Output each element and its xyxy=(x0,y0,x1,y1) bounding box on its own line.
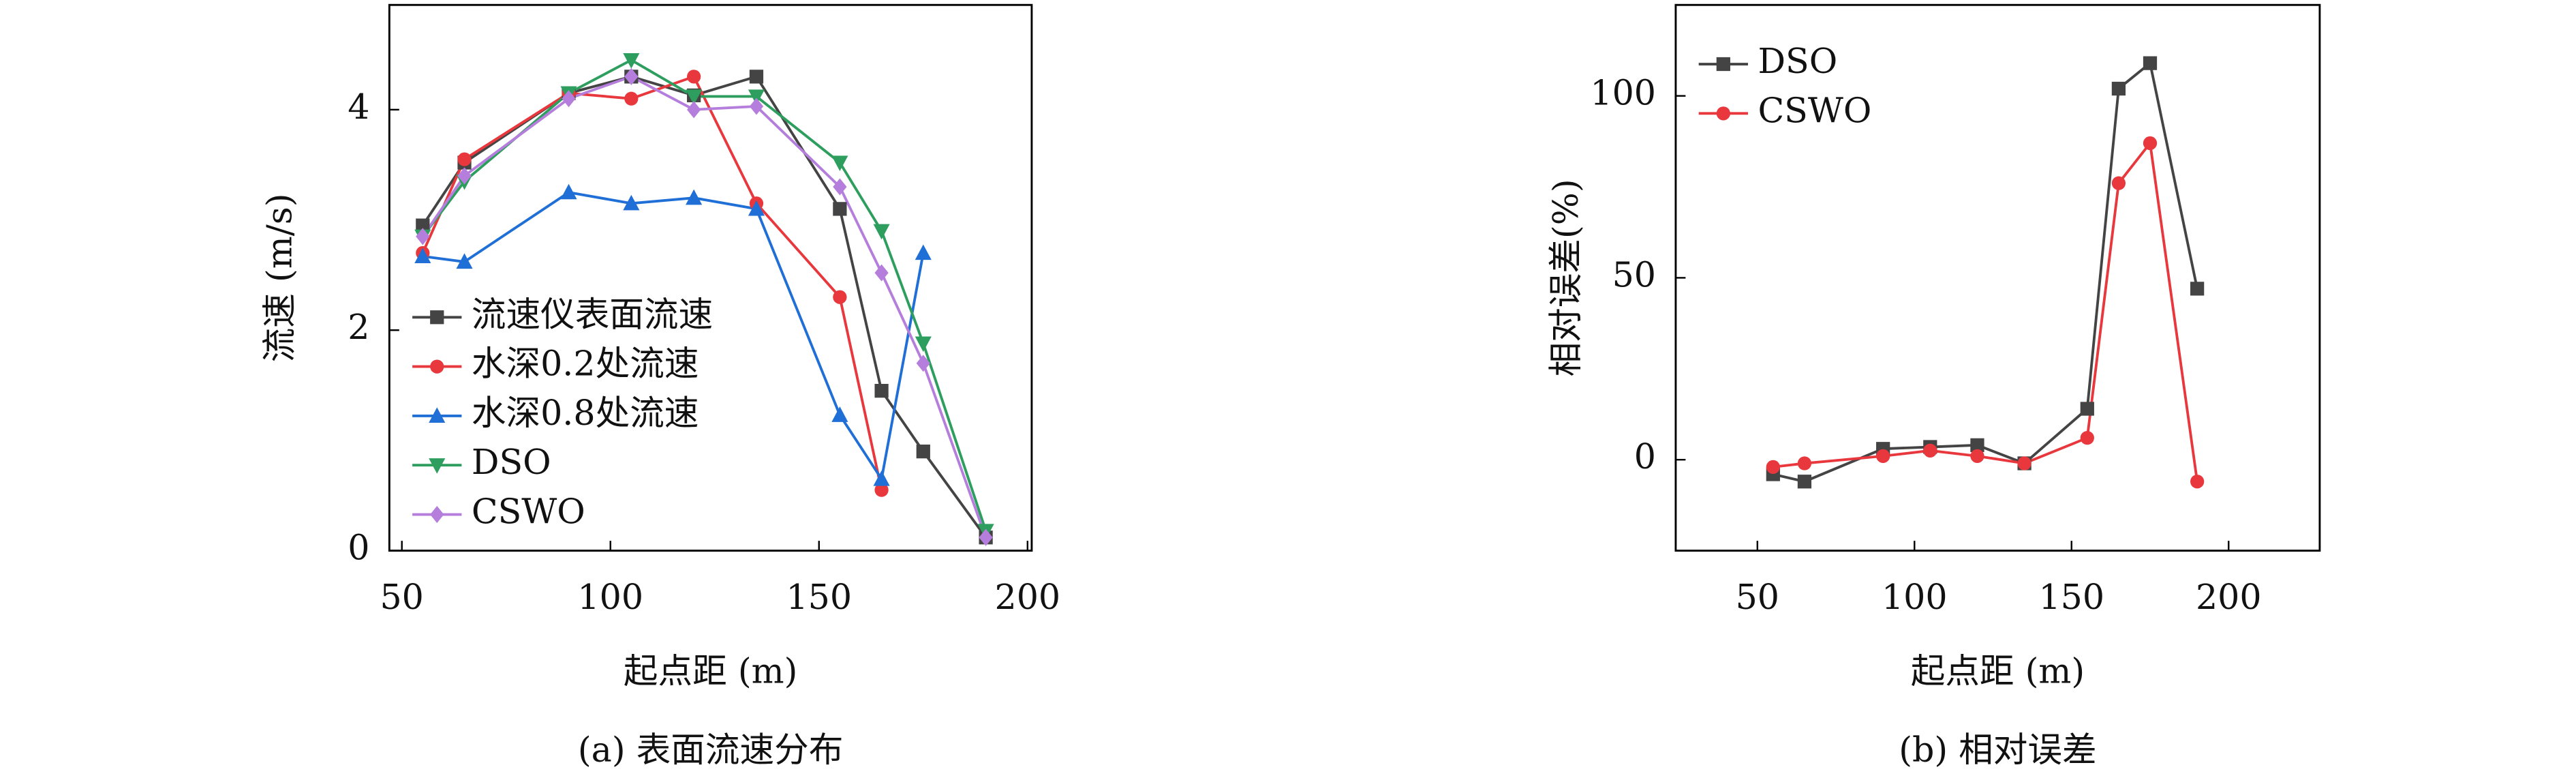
marker xyxy=(873,224,890,240)
legend-marker xyxy=(429,458,446,474)
marker xyxy=(748,89,765,105)
marker xyxy=(2111,81,2126,96)
series-line xyxy=(1773,61,2199,483)
marker xyxy=(1876,449,1890,463)
x-axis-label: 起点距 (m) xyxy=(624,650,797,691)
marker xyxy=(1797,456,1812,470)
marker xyxy=(416,228,430,245)
marker xyxy=(2143,136,2158,151)
marker xyxy=(748,200,765,216)
legend-label: CSWO xyxy=(1758,90,1871,130)
marker xyxy=(1970,449,1984,463)
marker xyxy=(416,218,430,233)
marker xyxy=(2111,176,2126,190)
marker xyxy=(414,248,431,264)
series-line xyxy=(421,75,987,539)
legend-marker xyxy=(429,407,446,423)
legend-marker xyxy=(1716,106,1730,121)
legend-label: 水深0.2处流速 xyxy=(472,344,699,384)
y-tick-label: 100 xyxy=(1590,73,1656,113)
marker xyxy=(2143,56,2158,70)
legend-label: DSO xyxy=(472,442,551,482)
marker xyxy=(749,98,764,115)
y-axis-label: 流速 (m/s) xyxy=(260,194,300,363)
marker xyxy=(833,178,847,196)
marker xyxy=(915,336,932,353)
marker xyxy=(687,101,701,119)
x-tick-label: 200 xyxy=(2196,577,2262,617)
marker xyxy=(2080,431,2094,445)
marker xyxy=(916,355,930,372)
marker xyxy=(624,91,639,106)
y-tick-label: 0 xyxy=(1634,436,1656,477)
x-tick-label: 50 xyxy=(380,577,423,617)
x-tick-label: 100 xyxy=(1882,577,1948,617)
marker xyxy=(1923,443,1937,458)
caption: (b) 相对误差 xyxy=(1899,730,2096,770)
marker xyxy=(2080,402,2094,416)
x-tick-label: 150 xyxy=(2038,577,2104,617)
marker xyxy=(456,253,473,269)
marker xyxy=(686,189,703,205)
legend-marker xyxy=(430,359,444,374)
legend-label: DSO xyxy=(1758,41,1837,81)
x-tick-label: 200 xyxy=(995,577,1061,617)
series-line xyxy=(421,74,883,491)
marker xyxy=(874,384,889,398)
marker xyxy=(831,155,848,171)
plot-frame xyxy=(1674,3,2321,552)
legend-marker xyxy=(430,310,444,325)
marker xyxy=(833,202,847,216)
y-tick-label: 4 xyxy=(348,87,369,127)
marker xyxy=(623,194,640,211)
marker xyxy=(1797,475,1812,489)
chart: 50 100 150 200 0 2 4 起点距 (m) 流速 (m/s) (a) 表面流速分布 流… xyxy=(260,3,1061,770)
marker xyxy=(2017,456,2031,470)
legend-label: CSWO xyxy=(472,492,585,532)
series-line xyxy=(1773,140,2199,482)
x-tick-label: 150 xyxy=(786,577,852,617)
marker xyxy=(873,470,890,486)
chart: 50 100 150 200 0 50 100 起点距 (m) 相对误差(%) (b) 相对误差 D… xyxy=(1546,3,2321,770)
marker xyxy=(874,264,889,282)
legend-label: 流速仪表面流速 xyxy=(472,294,713,334)
x-tick-label: 50 xyxy=(1736,577,1779,617)
marker xyxy=(831,406,848,422)
marker xyxy=(687,70,701,84)
marker xyxy=(915,244,932,260)
marker xyxy=(562,90,576,108)
marker xyxy=(560,183,577,200)
y-tick-label: 50 xyxy=(1612,254,1656,295)
marker xyxy=(686,89,703,105)
x-axis-label: 起点距 (m) xyxy=(1911,650,2085,691)
y-axis-label: 相对误差(%) xyxy=(1546,179,1586,376)
marker xyxy=(874,483,889,497)
marker xyxy=(1970,438,1984,452)
marker xyxy=(833,290,847,304)
marker xyxy=(749,70,764,84)
marker xyxy=(1766,460,1780,474)
legend-marker xyxy=(430,506,444,524)
caption: (a) 表面流速分布 xyxy=(578,730,843,770)
marker xyxy=(2190,282,2205,296)
legend-label: 水深0.8处流速 xyxy=(472,393,699,433)
series-line xyxy=(421,75,987,538)
marker xyxy=(2190,475,2205,489)
y-tick-label: 0 xyxy=(348,528,369,568)
legend-marker xyxy=(1716,57,1730,72)
plot-frame xyxy=(388,3,1033,552)
marker xyxy=(979,528,993,546)
marker xyxy=(623,53,640,69)
y-tick-label: 2 xyxy=(348,307,369,347)
marker xyxy=(916,444,930,459)
marker xyxy=(457,152,472,166)
x-tick-label: 100 xyxy=(577,577,643,617)
